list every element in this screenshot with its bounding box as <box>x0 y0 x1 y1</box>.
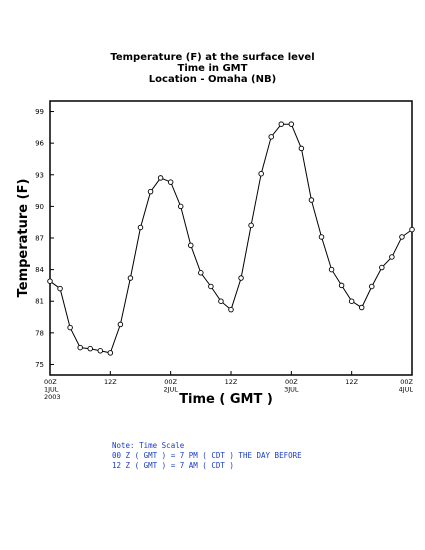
chart-title: Temperature (F) at the surface level <box>110 52 315 63</box>
data-point <box>107 350 114 356</box>
data-point <box>127 275 134 281</box>
temperature-data-points <box>47 121 415 356</box>
data-point <box>268 134 274 140</box>
data-point <box>57 285 63 292</box>
data-point <box>409 226 415 233</box>
y-tick-label: 93 <box>35 171 44 179</box>
data-point <box>358 304 365 311</box>
data-point <box>348 298 355 304</box>
x-tick-label: 12Z <box>104 378 117 386</box>
data-point <box>208 283 214 290</box>
y-tick-label: 99 <box>35 108 44 116</box>
data-point <box>137 224 144 231</box>
chart-subtitle-time: Time in GMT <box>177 63 248 74</box>
data-point <box>369 283 375 290</box>
data-point <box>117 321 124 328</box>
x-tick-label: 2003 <box>44 393 61 401</box>
x-tick-label: 2JUL <box>163 386 178 394</box>
data-point <box>248 222 254 229</box>
data-point <box>157 175 164 181</box>
chart-subtitle-location: Location - Omaha (NB) <box>148 74 277 85</box>
data-point <box>97 348 104 354</box>
data-point <box>177 203 184 210</box>
data-point <box>318 234 325 240</box>
x-tick-label: 3JUL <box>284 386 299 394</box>
data-point <box>379 264 385 271</box>
x-tick-label: 4JUL <box>399 386 414 394</box>
data-point <box>258 170 264 177</box>
data-point <box>87 345 93 352</box>
time-scale-note-title: Note: Time Scale <box>112 441 185 450</box>
data-point <box>47 278 53 284</box>
y-tick-label: 96 <box>35 140 44 148</box>
x-tick-label: 12Z <box>345 378 358 386</box>
data-point <box>328 266 335 273</box>
data-point <box>147 188 154 195</box>
data-point <box>238 275 244 281</box>
x-tick-label: 00Z <box>400 378 413 386</box>
temperature-series-line <box>49 123 413 354</box>
data-point <box>167 179 174 185</box>
y-tick-label: 75 <box>35 361 44 369</box>
x-tick-label: 00Z <box>44 378 57 386</box>
y-tick-label: 81 <box>35 298 44 306</box>
data-point <box>298 145 305 152</box>
time-scale-note-00z: 00 Z ( GMT ) = 7 PM ( CDT ) THE DAY BEFO… <box>112 451 302 460</box>
data-point <box>198 270 204 276</box>
y-axis: 75 78 81 84 87 90 93 96 99 <box>35 108 54 369</box>
x-tick-label: 12Z <box>225 378 238 386</box>
data-point <box>338 282 345 289</box>
data-point <box>389 254 395 260</box>
x-axis-label: Time ( GMT ) <box>179 392 273 407</box>
data-point <box>278 121 285 127</box>
data-point <box>67 324 73 331</box>
data-point <box>218 298 224 304</box>
plot-area-frame <box>49 100 413 376</box>
data-point <box>288 121 295 127</box>
data-point <box>188 242 194 249</box>
data-point <box>308 197 315 203</box>
y-tick-label: 87 <box>35 235 44 243</box>
data-point <box>228 306 234 313</box>
x-tick-label: 00Z <box>285 378 298 386</box>
y-tick-label: 84 <box>35 266 44 274</box>
data-point <box>77 344 83 351</box>
time-scale-note-12z: 12 Z ( GMT ) = 7 AM ( CDT ) <box>112 461 234 470</box>
x-tick-label: 1JUL <box>44 386 59 394</box>
y-tick-label: 78 <box>35 329 44 337</box>
y-tick-label: 90 <box>35 203 44 211</box>
data-point <box>399 234 405 240</box>
y-axis-label: Temperature (F) <box>16 179 31 298</box>
x-tick-label: 00Z <box>164 378 177 386</box>
